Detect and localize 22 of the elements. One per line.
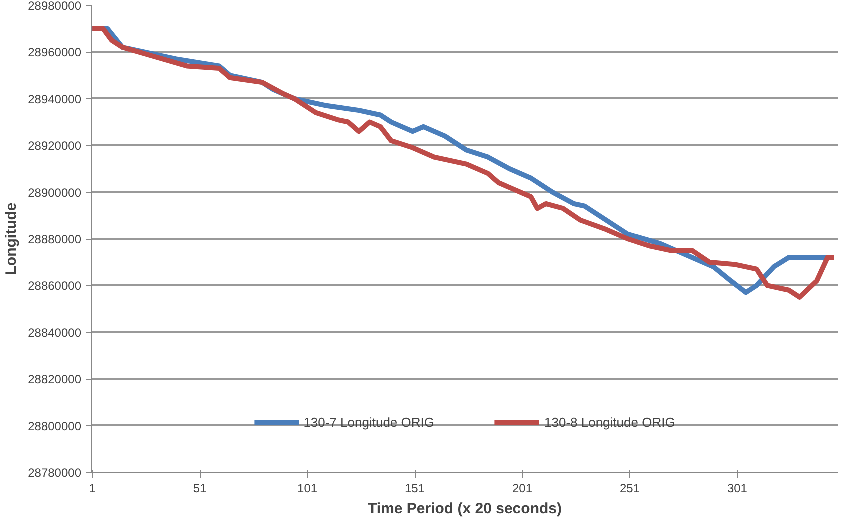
y-tick-label: 28840000	[28, 326, 82, 340]
legend-label: 130-7 Longitude ORIG	[304, 414, 434, 430]
y-tick-label: 28940000	[28, 92, 82, 106]
y-tick-label: 28900000	[28, 186, 82, 200]
y-tick-label: 28960000	[28, 46, 82, 60]
y-axis-title: Longitude	[3, 202, 20, 276]
x-tick-label: 1	[89, 482, 96, 496]
legend-label: 130-8 Longitude ORIG	[544, 414, 676, 430]
x-tick-label: 251	[620, 482, 640, 496]
y-tick-label: 28860000	[28, 279, 82, 294]
y-tick-label: 28820000	[28, 372, 82, 387]
x-tick-label: 151	[405, 482, 426, 496]
y-tick-label: 28980000	[28, 0, 82, 13]
y-tick-label: 28780000	[28, 466, 82, 480]
x-tick-label: 101	[298, 482, 318, 496]
y-tick-label: 28920000	[28, 139, 82, 154]
x-tick-label: 201	[512, 482, 533, 496]
y-tick-label: 28880000	[28, 232, 82, 246]
y-tick-label: 28800000	[28, 419, 82, 434]
x-tick-label: 51	[193, 482, 208, 496]
x-tick-label: 301	[727, 482, 748, 496]
x-axis-title: Time Period (x 20 seconds)	[368, 500, 562, 518]
